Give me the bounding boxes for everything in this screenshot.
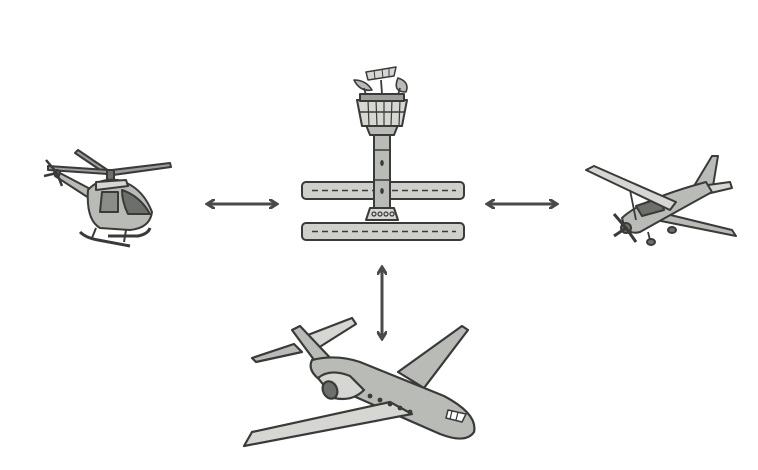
helicopter-icon — [43, 149, 172, 248]
control-tower-icon — [301, 66, 465, 241]
business-jet-icon — [242, 316, 476, 448]
light-aircraft-icon — [585, 155, 737, 246]
